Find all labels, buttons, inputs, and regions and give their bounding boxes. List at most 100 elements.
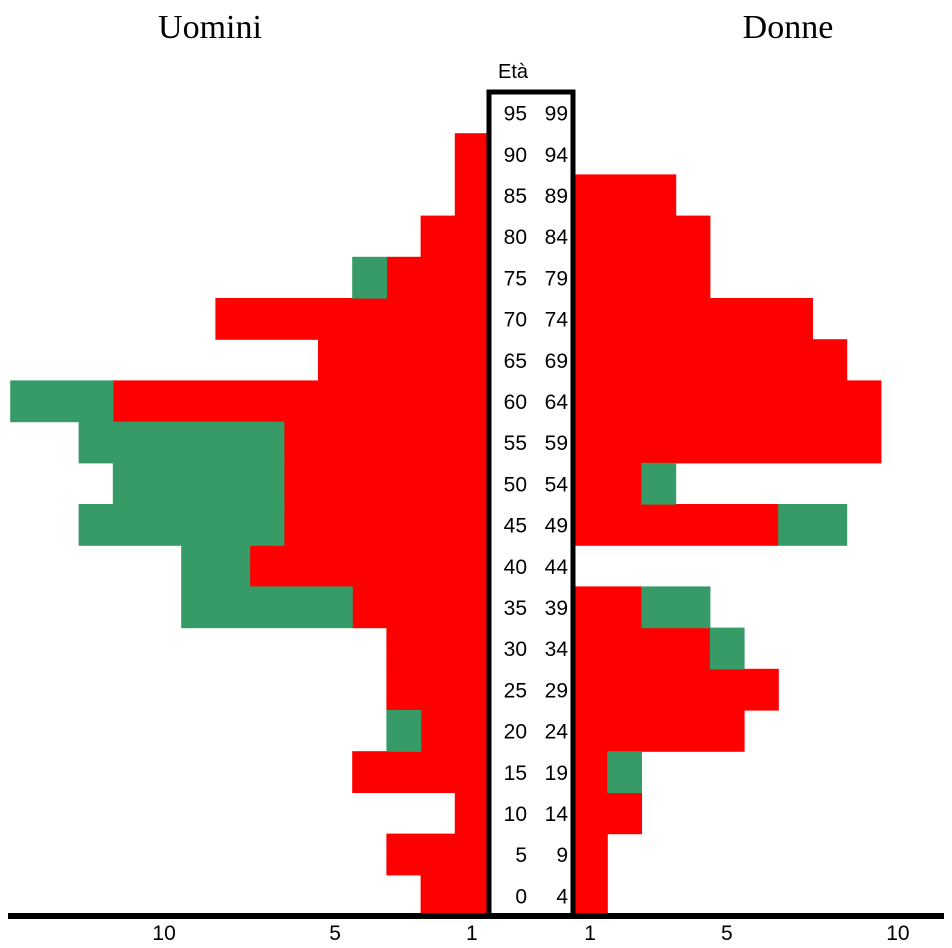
age-label-from-0: 0: [515, 885, 527, 908]
bar-left-secondary-45-49: [78, 504, 285, 546]
age-label-to-9: 9: [556, 844, 568, 867]
bar-left-secondary-60-64: [10, 380, 114, 423]
age-label-to-94: 94: [545, 144, 569, 167]
bar-left-secondary-50-54: [112, 462, 285, 505]
bar-right-primary-80-84: [573, 215, 711, 258]
bar-left-primary-20-24: [420, 710, 490, 752]
bar-left-primary-35-39: [352, 586, 490, 629]
bar-left-secondary-75-79: [352, 256, 387, 299]
bar-left-secondary-55-59: [78, 421, 285, 464]
bar-left-primary-25-29: [386, 668, 490, 711]
age-label-to-84: 84: [545, 226, 569, 249]
age-label-to-49: 49: [545, 515, 568, 538]
bar-left-primary-0-4: [420, 874, 490, 917]
age-label-from-35: 35: [504, 597, 527, 620]
bar-right-primary-5-9: [573, 833, 608, 876]
bar-right-primary-20-24: [573, 710, 745, 752]
bar-right-secondary-45-49: [778, 504, 848, 546]
bar-left-primary-90-94: [454, 133, 490, 175]
age-label-from-95: 95: [504, 103, 527, 126]
age-label-from-50: 50: [504, 473, 527, 496]
age-label-from-15: 15: [504, 762, 527, 785]
age-label-to-89: 89: [545, 185, 568, 208]
age-label-to-44: 44: [545, 556, 569, 579]
bar-left-secondary-20-24: [386, 710, 422, 752]
age-label-from-80: 80: [504, 226, 527, 249]
bar-right-primary-50-54: [573, 462, 642, 505]
bar-left-primary-5-9: [386, 833, 490, 876]
bar-right-primary-70-74: [573, 298, 813, 340]
x-tick-right-5: 5: [721, 922, 733, 945]
x-tick-left-10: 10: [152, 922, 175, 945]
age-label-from-20: 20: [504, 721, 527, 744]
age-label-to-79: 79: [545, 267, 568, 290]
bar-left-primary-80-84: [420, 215, 490, 258]
age-label-to-39: 39: [545, 597, 568, 620]
age-label-to-54: 54: [545, 473, 569, 496]
age-label-from-90: 90: [504, 144, 527, 167]
bar-right-primary-75-79: [573, 256, 711, 299]
bar-right-secondary-50-54: [641, 462, 677, 505]
bar-right-primary-10-14: [573, 792, 642, 835]
age-label-from-10: 10: [504, 803, 527, 826]
bar-left-primary-10-14: [454, 792, 490, 835]
bar-left-secondary-35-39: [181, 586, 353, 629]
title-donne: Donne: [743, 9, 834, 46]
bar-right-primary-45-49: [573, 504, 779, 546]
title-eta: Età: [498, 61, 529, 83]
title-uomini: Uomini: [158, 9, 262, 46]
bar-left-primary-55-59: [283, 421, 490, 464]
age-label-from-5: 5: [515, 844, 527, 867]
bar-left-primary-70-74: [215, 298, 490, 340]
age-label-to-59: 59: [545, 432, 568, 455]
age-column-frame: [486, 89, 576, 919]
bar-left-primary-75-79: [386, 256, 490, 299]
age-label-from-65: 65: [504, 350, 527, 373]
x-tick-right-10: 10: [886, 922, 909, 945]
age-label-to-34: 34: [545, 638, 569, 661]
bar-left-primary-40-44: [249, 545, 490, 587]
bar-left-primary-15-19: [352, 751, 490, 793]
age-label-from-85: 85: [504, 185, 527, 208]
age-label-from-40: 40: [504, 556, 527, 579]
bar-right-primary-25-29: [573, 668, 779, 711]
bar-right-primary-85-89: [573, 174, 677, 217]
age-label-from-70: 70: [504, 309, 527, 332]
x-tick-right-1: 1: [584, 922, 596, 945]
bar-right-primary-55-59: [573, 421, 882, 464]
age-label-from-45: 45: [504, 515, 527, 538]
x-tick-left-1: 1: [466, 922, 478, 945]
bar-right-primary-30-34: [573, 627, 711, 670]
age-label-to-64: 64: [545, 391, 569, 414]
age-label-to-99: 99: [545, 103, 568, 126]
bar-right-primary-0-4: [573, 874, 608, 917]
bars-layer: [10, 133, 882, 917]
age-label-to-14: 14: [545, 803, 569, 826]
age-label-to-74: 74: [545, 309, 569, 332]
x-tick-left-5: 5: [329, 922, 341, 945]
bar-left-primary-65-69: [318, 339, 490, 381]
age-label-to-24: 24: [545, 721, 569, 744]
bar-right-primary-15-19: [573, 751, 608, 793]
bar-left-primary-50-54: [283, 462, 490, 505]
bar-left-secondary-40-44: [181, 545, 251, 587]
age-label-to-19: 19: [545, 762, 568, 785]
bar-left-primary-45-49: [283, 504, 490, 546]
age-label-from-55: 55: [504, 432, 527, 455]
bar-right-primary-65-69: [573, 339, 848, 381]
age-label-to-29: 29: [545, 679, 568, 702]
bar-right-secondary-15-19: [607, 751, 642, 793]
x-tick-labels-layer: 10 5 1 1 5 10: [152, 922, 909, 945]
age-label-from-30: 30: [504, 638, 527, 661]
bar-left-primary-30-34: [386, 627, 490, 670]
age-label-from-60: 60: [504, 391, 527, 414]
bar-right-primary-35-39: [573, 586, 642, 629]
bar-right-primary-60-64: [573, 380, 882, 423]
age-label-to-4: 4: [556, 885, 568, 908]
bar-left-primary-85-89: [454, 174, 490, 217]
bar-right-secondary-35-39: [641, 586, 711, 629]
bar-right-secondary-30-34: [709, 627, 745, 670]
age-label-from-25: 25: [504, 679, 527, 702]
